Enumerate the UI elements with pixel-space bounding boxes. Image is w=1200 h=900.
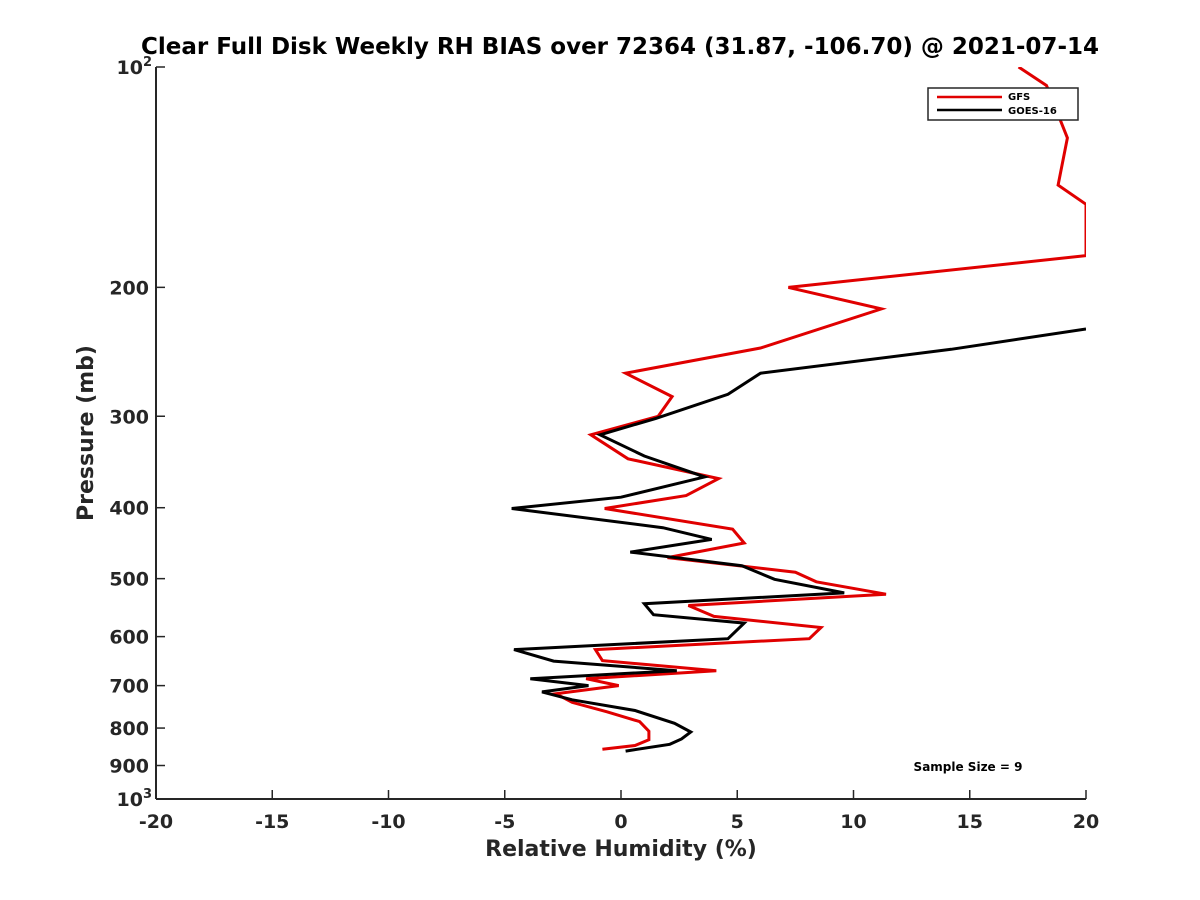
series-line-goes16 xyxy=(511,327,1086,753)
x-tick-label: 15 xyxy=(957,811,983,833)
y-axis-label: Pressure (mb) xyxy=(74,345,99,521)
y-tick-label: 800 xyxy=(109,718,149,740)
y-tick-label: 102 xyxy=(117,55,153,79)
chart-title: Clear Full Disk Weekly RH BIAS over 7236… xyxy=(141,34,1099,60)
y-tick-label: 200 xyxy=(109,277,149,299)
x-tick-label: -10 xyxy=(371,811,405,833)
x-tick-label: 20 xyxy=(1073,811,1099,833)
y-tick-label: 900 xyxy=(109,756,149,778)
legend-label-goes16: GOES-16 xyxy=(1008,106,1057,117)
legend-box xyxy=(927,87,1079,121)
series-line-gfs xyxy=(551,67,1086,751)
y-tick-label: 700 xyxy=(109,676,149,698)
x-tick-label: 5 xyxy=(731,811,744,833)
legend-label-gfs: GFS xyxy=(1008,92,1030,103)
x-tick-label: 10 xyxy=(840,811,866,833)
x-ticks: -20 -15 -10 -5 0 5 10 15 20 xyxy=(139,790,1099,833)
y-tick-label: 103 xyxy=(117,787,153,811)
x-tick-label: -15 xyxy=(255,811,289,833)
x-tick-label: -20 xyxy=(139,811,173,833)
series-layer xyxy=(511,67,1086,753)
y-ticks: 102 200 300 400 500 600 700 800 900 103 xyxy=(109,55,165,811)
x-axis-label: Relative Humidity (%) xyxy=(485,837,757,862)
x-tick-label: 0 xyxy=(614,811,627,833)
y-tick-label: 300 xyxy=(109,406,149,428)
sample-size-annotation: Sample Size = 9 xyxy=(914,760,1023,774)
x-tick-label: -5 xyxy=(494,811,515,833)
y-tick-label: 400 xyxy=(109,498,149,520)
legend: GFS GOES-16 xyxy=(927,87,1079,121)
y-tick-label: 500 xyxy=(109,569,149,591)
y-tick-label: 600 xyxy=(109,627,149,649)
